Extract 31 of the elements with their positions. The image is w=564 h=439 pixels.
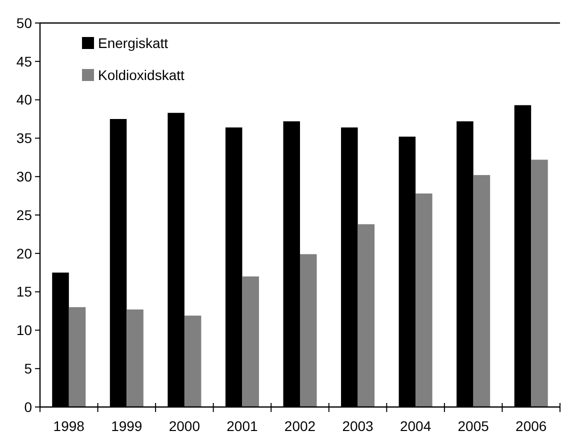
y-tick-label: 40 — [16, 92, 32, 108]
y-tick-label: 30 — [16, 168, 32, 184]
x-tick-label: 1998 — [53, 418, 85, 434]
x-tick-label: 2006 — [516, 418, 547, 434]
bar — [126, 309, 144, 407]
y-tick-label: 5 — [24, 360, 32, 376]
y-tick-label: 20 — [16, 245, 32, 262]
bar — [473, 175, 490, 407]
x-tick-label: 2000 — [168, 418, 200, 434]
y-tick-label: 45 — [16, 53, 32, 70]
bar — [416, 193, 432, 407]
bar — [242, 276, 259, 407]
y-tick-label: 10 — [16, 322, 32, 338]
x-tick-label: 2003 — [342, 418, 374, 434]
y-tick-label: 50 — [16, 14, 32, 31]
bar — [358, 224, 375, 407]
y-tick-label: 0 — [24, 398, 32, 415]
bar — [300, 254, 317, 407]
legend-label: Energiskatt — [98, 34, 168, 51]
bar — [184, 316, 202, 407]
x-tick-label: 2002 — [284, 418, 316, 434]
y-tick-label: 35 — [16, 130, 32, 146]
x-tick-label: 2005 — [458, 418, 490, 434]
y-tick-label: 25 — [16, 206, 32, 223]
x-tick-label: 2001 — [226, 418, 258, 434]
x-tick-label: 2004 — [400, 418, 432, 434]
bar — [68, 307, 86, 407]
legend-label: Koldioxidskatt — [98, 66, 184, 83]
x-tick-label: 1999 — [111, 418, 142, 434]
y-tick-label: 15 — [16, 284, 32, 300]
bar — [531, 160, 548, 407]
